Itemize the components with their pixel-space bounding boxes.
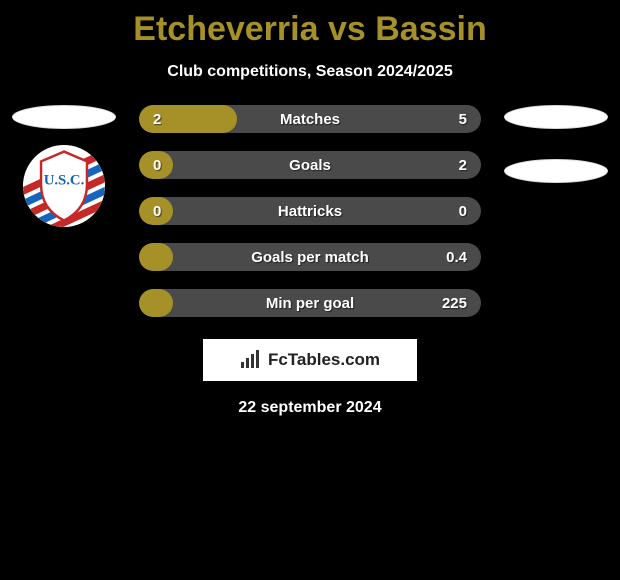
stat-value-right: 2 [459,151,467,179]
footer-brand-badge[interactable]: FcTables.com [203,339,417,381]
usc-shield-icon: U.S.C. [23,145,105,227]
left-team-logo-icon: U.S.C. [23,145,105,227]
footer-date: 22 september 2024 [0,399,620,417]
footer-brand-text: FcTables.com [268,350,380,370]
left-team-col: U.S.C. [8,105,120,227]
stat-row: Goals per match 0.4 [139,243,481,271]
right-team-placeholder-1-icon [504,105,608,129]
stat-label: Hattricks [139,197,481,225]
stat-value-right: 0.4 [446,243,467,271]
page-title: Etcheverria vs Bassin [0,0,620,49]
stat-row: Min per goal 225 [139,289,481,317]
stat-label: Matches [139,105,481,133]
comparison-block: U.S.C. 2 Matches 5 0 Goals 2 0 Hattricks… [0,105,620,317]
stat-row: 2 Matches 5 [139,105,481,133]
right-team-placeholder-2-icon [504,159,608,183]
subtitle: Club competitions, Season 2024/2025 [0,63,620,81]
right-team-col [500,105,612,183]
stat-value-right: 0 [459,197,467,225]
stat-value-right: 225 [442,289,467,317]
logo-text: U.S.C. [44,172,85,188]
stat-value-right: 5 [459,105,467,133]
stats-bars: 2 Matches 5 0 Goals 2 0 Hattricks 0 Goal… [139,105,481,317]
stat-label: Min per goal [139,289,481,317]
barchart-icon [240,350,262,370]
stat-row: 0 Hattricks 0 [139,197,481,225]
stat-row: 0 Goals 2 [139,151,481,179]
left-team-placeholder-icon [12,105,116,129]
stat-label: Goals per match [139,243,481,271]
stat-label: Goals [139,151,481,179]
